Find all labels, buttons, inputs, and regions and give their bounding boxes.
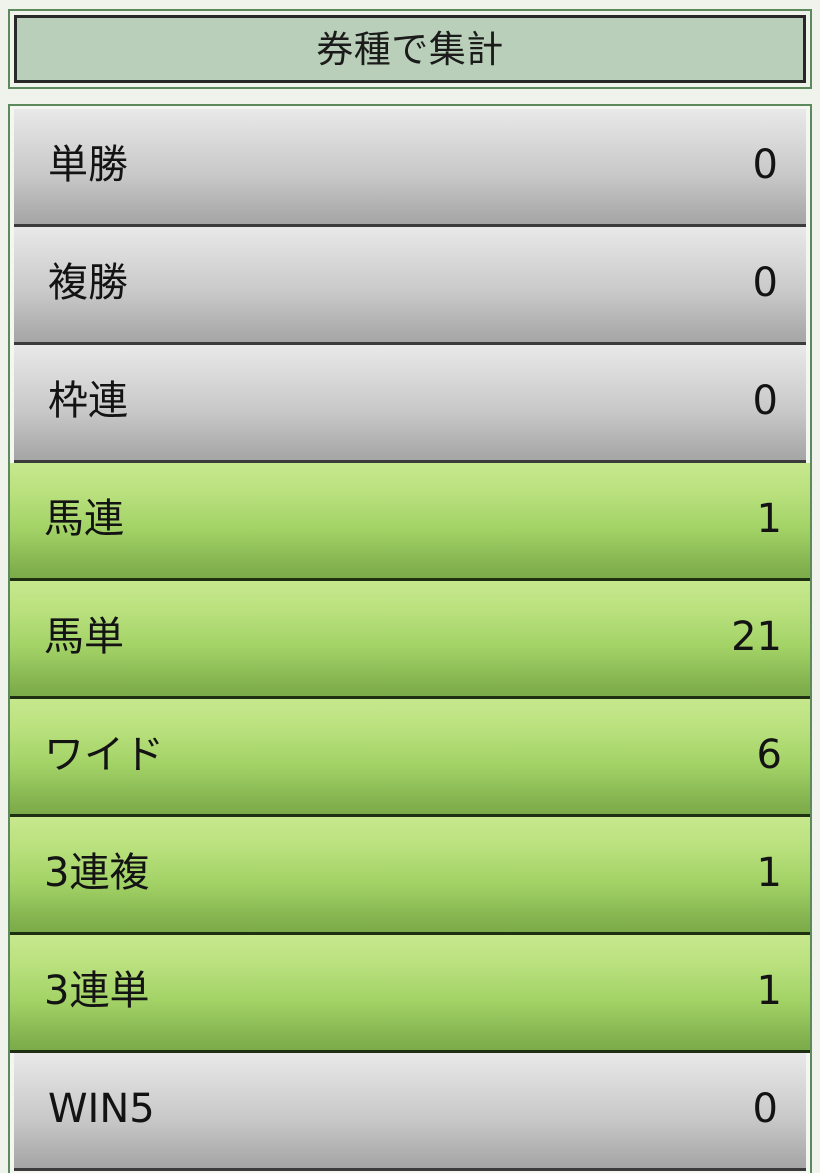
list-item-label: 馬連 [44, 495, 124, 542]
bet-type-list-body: 単勝 0 複勝 0 枠連 0 馬連 1 馬単 21 ワイド 6 3連複 1 3 [10, 109, 810, 1171]
list-item-fukusho[interactable]: 複勝 0 [14, 227, 806, 345]
aggregate-by-bet-type-button[interactable]: 券種で集計 [14, 15, 806, 83]
list-item-count: 0 [752, 259, 778, 306]
list-item-win5[interactable]: WIN5 0 [14, 1053, 806, 1171]
list-item-count: 6 [756, 731, 782, 778]
list-item-label: 複勝 [48, 259, 128, 306]
header-frame: 券種で集計 [8, 9, 812, 89]
list-item-count: 0 [752, 1085, 778, 1132]
list-item-label: WIN5 [48, 1085, 155, 1132]
list-item-count: 0 [752, 377, 778, 424]
list-item-label: 3連複 [44, 849, 150, 896]
list-item-count: 21 [731, 613, 782, 660]
list-item-label: 枠連 [48, 377, 128, 424]
list-item-tansho[interactable]: 単勝 0 [14, 109, 806, 227]
list-item-wakuren[interactable]: 枠連 0 [14, 345, 806, 463]
list-item-umaren[interactable]: 馬連 1 [10, 463, 810, 581]
list-item-label: ワイド [44, 731, 164, 778]
list-item-wide[interactable]: ワイド 6 [10, 699, 810, 817]
list-item-count: 0 [752, 141, 778, 188]
list-item-count: 1 [756, 495, 782, 542]
list-item-count: 1 [756, 849, 782, 896]
list-item-umatan[interactable]: 馬単 21 [10, 581, 810, 699]
list-item-label: 3連単 [44, 967, 150, 1014]
list-item-label: 単勝 [48, 141, 128, 188]
list-item-sanrenpuku[interactable]: 3連複 1 [10, 817, 810, 935]
list-item-sanrentan[interactable]: 3連単 1 [10, 935, 810, 1053]
list-item-count: 1 [756, 967, 782, 1014]
page-title: 券種で集計 [316, 27, 504, 71]
list-item-label: 馬単 [44, 613, 124, 660]
bet-type-list: 単勝 0 複勝 0 枠連 0 馬連 1 馬単 21 ワイド 6 3連複 1 3 [8, 104, 812, 1173]
